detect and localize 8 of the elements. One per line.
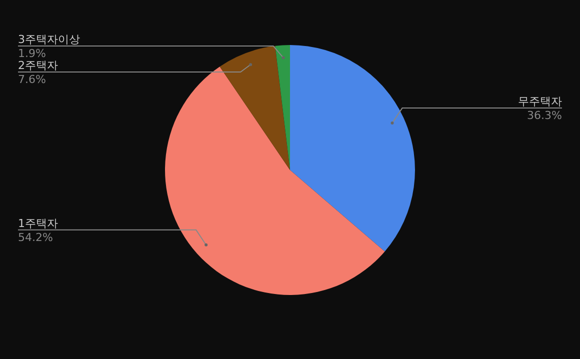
data-label: 54.2%	[18, 230, 53, 244]
slice-label: 1주택자	[18, 216, 58, 230]
slice-label: 2주택자	[18, 59, 58, 72]
slice-label: 무주택자	[518, 95, 562, 108]
slice-label: 3주택자이상	[18, 33, 80, 46]
data-label: 7.6%	[18, 73, 46, 86]
data-label: 36.3%	[527, 109, 562, 122]
data-label: 1.9%	[18, 47, 46, 60]
